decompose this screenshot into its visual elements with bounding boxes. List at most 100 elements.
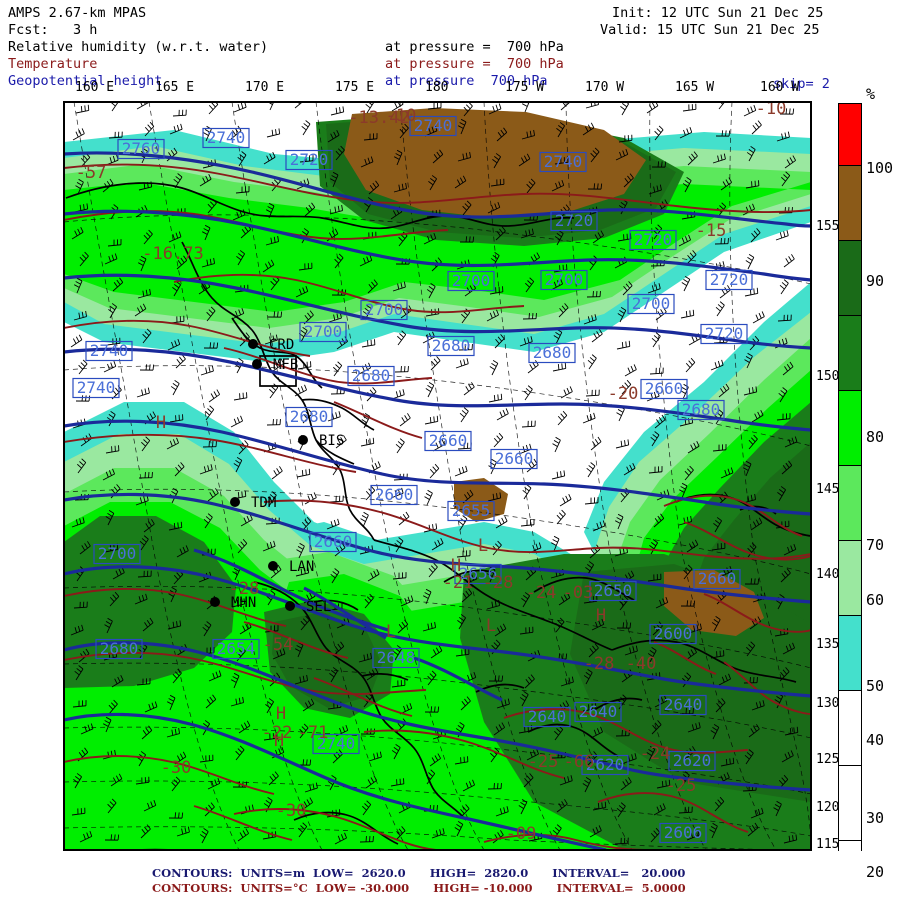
height-label-text: 2720 [705,324,744,343]
colorbar-band [839,316,861,391]
temperature-labels: -10-10-13.42-15-57-16.73-20-21 -28-28-54-… [76,102,787,844]
temperature-label: -24 [640,744,671,764]
height-label-box [589,580,637,602]
colorbar-band [839,466,861,541]
pressure-center-marker: L [478,536,488,556]
height-label-text: 2700 [98,544,137,563]
station-id-label: MFB [273,357,298,373]
temperature-label: -13.42 [348,108,409,128]
colorbar-tick-label: 100 [866,159,894,177]
height-label-box [659,694,707,716]
temperature-label: -30 [276,801,307,821]
colorbar-tick-label: 80 [866,428,885,446]
pressure-center-marker: H [276,704,286,724]
station-dot[interactable] [298,435,308,445]
model-title: AMPS 2.67-km MPAS [8,5,147,21]
station-dot[interactable] [230,497,240,507]
temperature-label: -66 [564,752,595,772]
height-label-text: 2660 [645,379,684,398]
colorbar-band [839,166,861,241]
height-label-text: 2740 [317,734,356,753]
colorbar-band [839,391,861,466]
colorbar-band [839,841,861,900]
height-label-box [72,377,120,399]
height-label-box [372,647,420,669]
height-label-box [285,406,333,428]
height-label-box [677,399,725,421]
station-dot[interactable] [252,359,262,369]
height-label-box [212,638,260,660]
height-label-text: 2700 [304,322,343,341]
map-panel[interactable]: 2760 2740 2740 2720 2740 2720 2720 2700 2700 2720… [63,101,812,851]
footer-temp-contours: CONTOURS: UNITS=°C LOW= -30.000 HIGH= -1… [152,881,686,895]
height-label-text: 2680 [682,400,721,419]
init-time: Init: 12 UTC Sun 21 Dec 25 [612,5,824,21]
skip-label: skip= 2 [773,76,830,92]
colorbar-band [839,616,861,691]
height-label-box [627,293,675,315]
forecast-hour: Fcst: 3 h [8,22,98,38]
colorbar-tick-label: 60 [866,591,885,609]
map-graphic: 2760 2740 2740 2720 2740 2720 2720 2700 2700 2720… [64,102,811,850]
height-label-text: 2700 [452,271,491,290]
height-label-text: 2700 [632,294,671,313]
height-label-box [424,430,472,452]
field-label-temp: Temperature [8,56,98,72]
lon-label: 160 E [75,80,115,95]
station-id-label: SEL [306,599,331,615]
pressure-center-marker: H [596,606,606,626]
height-label-box [490,448,538,470]
temperature-label: -54 [263,635,294,655]
height-label-text: 2720 [555,211,594,230]
temperature-label: -71 [298,723,329,743]
height-label-text: 2720 [290,150,329,169]
height-label-box [117,138,165,160]
height-label-text: 2740 [90,341,129,360]
height-label-text: 2660 [375,485,414,504]
height-label-box [447,270,495,292]
pressure-center-marker: H [451,556,461,576]
height-label-text: 2620 [586,755,625,774]
height-label-box [370,484,418,506]
station-dot[interactable] [210,597,220,607]
height-label-text: 2680 [290,407,329,426]
height-label-box [693,568,741,590]
colorbar-tick-label: 90 [866,272,885,290]
height-label-box [454,563,502,585]
height-label-text: 2654 [217,639,256,658]
station-id-label: TDM [251,495,276,511]
height-label-text: 2650 [594,581,633,600]
station-markers: CRD MFB BIS TDM LAN SEL MHN [210,337,344,615]
height-label-text: 2760 [122,139,161,158]
height-label-text: 2680 [533,343,572,362]
lon-label: 170 E [245,80,285,95]
height-label-box [574,701,622,723]
temperature-label: -20 [608,384,639,404]
height-label-box [93,543,141,565]
temperature-label: -22 [262,723,293,743]
height-label-text: 2740 [77,378,116,397]
colorbar-band [839,541,861,616]
temperature-label: -28 [229,579,260,599]
station-dot[interactable] [285,601,295,611]
height-label-text: 2700 [545,270,584,289]
height-label-text: 2720 [710,270,749,289]
station-dot[interactable] [248,339,258,349]
temperature-label: -24 [526,583,557,603]
colorbar [838,103,862,900]
temperature-label: -25 [528,752,559,772]
station-dot[interactable] [268,561,278,571]
height-label-text: 2660 [495,449,534,468]
height-label-text: 2656 [459,564,498,583]
height-label-text: 2680 [432,336,471,355]
temperature-label: -21 [443,573,474,593]
height-label-box [629,229,677,251]
height-label-box [312,733,360,755]
lon-label: 180 [425,80,449,95]
height-label-box [409,115,457,137]
temperature-label: -28 [584,654,615,674]
temperature-label: -09 [506,824,537,844]
height-label-text: 2660 [698,569,737,588]
